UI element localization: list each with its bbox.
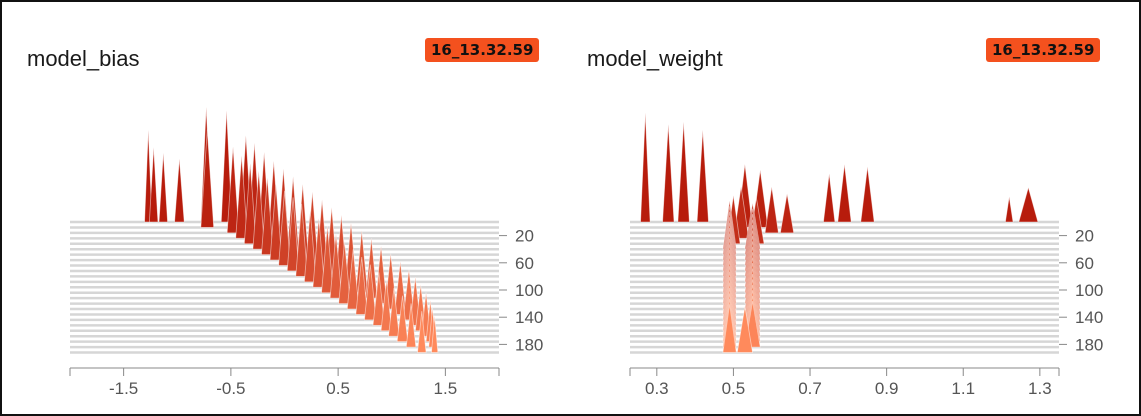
x-tick-label: 0.5 (326, 379, 350, 398)
step-tick-label: 60 (515, 254, 534, 273)
histogram-peak (1004, 196, 1014, 223)
histogram-marks (640, 112, 1039, 353)
histogram-peak (640, 112, 651, 223)
x-tick-label: 1.5 (434, 379, 458, 398)
histogram-peak (338, 241, 351, 305)
x-tick-label: 1.3 (1028, 379, 1052, 398)
histogram-peak (243, 163, 257, 245)
step-tick-label: 20 (1075, 227, 1094, 246)
run-badge[interactable]: 16_13.32.59 (986, 38, 1101, 62)
histogram-peak (363, 264, 377, 321)
panel-title: model_bias (27, 46, 140, 71)
histogram-chart-model-weight: 20 60 100 140 180 0.3 0.5 0.7 0.9 1.1 1.3 (629, 112, 1103, 398)
histogram-peak (321, 225, 334, 294)
step-tick-label: 180 (1075, 335, 1103, 354)
histogram-peak (779, 193, 795, 234)
histogram-peak (405, 303, 417, 348)
histogram-peak (295, 203, 308, 277)
histogram-chart-model-bias: 20 60 100 140 180 -1.5 -0.5 0.5 1.5 (69, 106, 543, 398)
histogram-peak (380, 280, 393, 332)
histogram-peak (226, 146, 240, 234)
histogram-peak (220, 110, 233, 223)
histogram-peak (1018, 186, 1039, 223)
histogram-peak (200, 129, 215, 228)
baselines (630, 220, 1059, 354)
histogram-peak (822, 173, 836, 223)
step-tick-label: 20 (515, 227, 534, 246)
histogram-peak (764, 186, 779, 234)
histogram-peak (303, 210, 317, 283)
histogram-peak (736, 306, 754, 353)
histogram-peak (696, 129, 709, 223)
step-tick-label: 100 (515, 281, 543, 300)
x-axis: -1.5 -0.5 0.5 1.5 (69, 367, 500, 398)
histogram-peak (396, 295, 409, 343)
step-axis: 20 60 100 140 180 (499, 227, 543, 354)
histogram-peak (312, 218, 326, 288)
histogram-peak (417, 311, 427, 353)
histogram-peak (372, 272, 386, 326)
x-tick-label: 0.7 (798, 379, 822, 398)
x-tick-label: -0.5 (216, 379, 245, 398)
histogram-peak (286, 197, 300, 272)
panel-title: model_weight (587, 46, 723, 71)
histogram-peak (388, 287, 400, 337)
histogram-peak (278, 190, 291, 266)
histogram-peak (837, 164, 852, 223)
histogram-peak (144, 129, 153, 223)
x-tick-label: 0.5 (722, 379, 746, 398)
histogram-marks (144, 106, 439, 353)
histogram-peak (722, 304, 737, 353)
run-badge[interactable]: 16_13.32.59 (425, 38, 540, 62)
x-tick-label: -1.5 (109, 379, 138, 398)
histogram-peak (174, 158, 185, 223)
histogram-peak (252, 170, 266, 250)
histogram-panel-model-bias: model_bias 16_13.32.59 20 60 100 140 180 -1.5… (2, 2, 562, 414)
histogram-peak (235, 155, 248, 239)
histogram-peak (662, 124, 675, 223)
histogram-panel-model-weight: model_weight 16_13.32.59 20 60 100 140 180 0.… (562, 2, 1122, 414)
step-axis: 20 60 100 140 180 (1059, 227, 1103, 354)
x-tick-label: 1.1 (951, 379, 975, 398)
step-tick-label: 60 (1075, 254, 1094, 273)
step-tick-label: 180 (515, 335, 543, 354)
x-axis: 0.3 0.5 0.7 0.9 1.1 1.3 (629, 367, 1060, 398)
histogram-peak (158, 152, 169, 223)
histogram-peak (148, 147, 159, 223)
step-tick-label: 100 (1075, 281, 1103, 300)
histogram-peak (261, 177, 274, 256)
histogram-peak (346, 249, 360, 310)
histogram-peak (860, 166, 875, 223)
x-tick-label: 0.9 (875, 379, 899, 398)
histogram-peak (677, 121, 690, 223)
histogram-peak (329, 233, 343, 299)
x-tick-label: 0.3 (645, 379, 669, 398)
step-tick-label: 140 (1075, 308, 1103, 327)
histogram-peak (430, 315, 439, 353)
histogram-peak (269, 184, 283, 261)
step-tick-label: 140 (515, 308, 543, 327)
histogram-peak (355, 256, 369, 315)
